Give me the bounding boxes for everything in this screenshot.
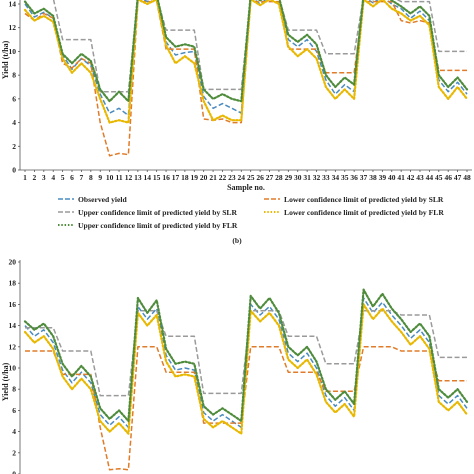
chart-a-y-ticks: 0 2 4 6 8 10 12 14 (9, 0, 20, 175)
legend-item-upper-slr: Upper confidence limit of predicted yiel… (58, 208, 237, 217)
x-tick-label: 16 (162, 173, 170, 182)
legend-item-lower-slr: Lower confidence limit of predicted yiel… (264, 195, 444, 204)
legend-label-upper-slr: Upper confidence limit of predicted yiel… (78, 208, 237, 217)
x-tick-label: 22 (219, 173, 227, 182)
x-tick-label: 9 (98, 173, 102, 182)
series-line-1 (24, 297, 468, 429)
y-tick-label: 18 (9, 279, 17, 288)
x-tick-label: 11 (115, 173, 122, 182)
y-tick-label: 8 (12, 385, 16, 394)
chart-b-series (23, 288, 469, 471)
chart-a-y-label: Yield (t/ha) (1, 40, 10, 79)
x-tick-label: 5 (61, 173, 65, 182)
x-tick-label: 18 (181, 173, 189, 182)
x-tick-label: 31 (303, 173, 311, 182)
x-tick-label: 17 (172, 173, 180, 182)
x-tick-label: 25 (247, 173, 255, 182)
x-tick-label: 36 (350, 173, 358, 182)
y-tick-label: 2 (12, 142, 16, 151)
y-tick-label: 12 (9, 23, 17, 32)
y-tick-label: 4 (12, 427, 16, 436)
x-tick-label: 24 (238, 173, 246, 182)
chart-a-series (23, 0, 469, 157)
x-tick-label: 12 (125, 173, 133, 182)
x-tick-label: 42 (407, 173, 415, 182)
y-tick-label: 6 (12, 406, 16, 415)
y-tick-label: 20 (9, 258, 17, 267)
x-tick-label: 47 (454, 173, 462, 182)
chart-b-y-ticks: 0 2 4 6 8 10 12 14 16 18 20 (9, 258, 20, 474)
x-tick-label: 23 (228, 173, 236, 182)
series-line-5 (23, 288, 469, 423)
x-tick-label: 40 (388, 173, 396, 182)
x-tick-label: 19 (191, 173, 199, 182)
x-tick-label: 30 (294, 173, 302, 182)
x-tick-label: 33 (322, 173, 330, 182)
x-tick-label: 34 (332, 173, 340, 182)
x-tick-label: 44 (426, 173, 434, 182)
x-tick-label: 20 (200, 173, 208, 182)
x-tick-label: 39 (379, 173, 387, 182)
y-tick-label: 16 (9, 300, 17, 309)
legend: Observed yield Lower confidence limit of… (58, 195, 444, 230)
y-tick-label: 8 (12, 71, 16, 80)
y-tick-label: 0 (12, 470, 16, 474)
x-tick-label: 48 (463, 173, 471, 182)
x-tick-label: 41 (397, 173, 405, 182)
x-tick-label: 6 (70, 173, 74, 182)
y-tick-label: 14 (9, 321, 17, 330)
y-tick-label: 12 (9, 342, 17, 351)
y-tick-label: 10 (9, 47, 17, 56)
x-tick-label: 4 (51, 173, 55, 182)
chart-a-x-label: Sample no. (227, 183, 265, 192)
x-tick-label: 14 (144, 173, 152, 182)
x-tick-label: 10 (106, 173, 114, 182)
chart-b: 0 2 4 6 8 10 12 14 16 18 20 Yield (t/ha) (1, 258, 469, 474)
y-tick-label: 14 (9, 0, 17, 9)
panel-label-b: (b) (232, 236, 242, 245)
x-tick-label: 1 (23, 173, 27, 182)
chart-b-y-label: Yield (t/ha) (1, 362, 10, 401)
x-tick-label: 43 (416, 173, 424, 182)
x-tick-label: 29 (285, 173, 293, 182)
x-tick-label: 26 (256, 173, 264, 182)
x-tick-label: 46 (444, 173, 452, 182)
x-tick-label: 15 (153, 173, 161, 182)
x-tick-label: 8 (89, 173, 93, 182)
y-tick-label: 2 (12, 448, 16, 457)
y-tick-label: 10 (9, 364, 17, 373)
legend-label-lower-slr: Lower confidence limit of predicted yiel… (284, 195, 444, 204)
chart-a-x-ticks: 1 2 3 4 5 6 7 8 9 10 11 12 13 14 15 16 17 18 19 20 21 22 23 24 2… (23, 170, 471, 182)
series-line-5 (23, 0, 469, 103)
x-tick-label: 45 (435, 173, 443, 182)
series-line-4 (23, 0, 469, 124)
x-tick-label: 37 (360, 173, 368, 182)
legend-label-lower-flr: Lower confidence limit of predicted yiel… (284, 208, 444, 217)
legend-label-upper-flr: Upper confidence limit of predicted yiel… (78, 221, 238, 230)
y-tick-label: 6 (12, 94, 16, 103)
x-tick-label: 35 (341, 173, 349, 182)
x-tick-label: 28 (275, 173, 283, 182)
legend-label-observed: Observed yield (78, 195, 128, 204)
x-tick-label: 2 (33, 173, 37, 182)
legend-item-lower-flr: Lower confidence limit of predicted yiel… (264, 208, 444, 217)
x-tick-label: 38 (369, 173, 377, 182)
x-tick-label: 3 (42, 173, 46, 182)
y-tick-label: 4 (12, 118, 16, 127)
x-tick-label: 7 (80, 173, 84, 182)
series-line-2 (24, 0, 467, 157)
x-tick-label: 27 (266, 173, 274, 182)
x-tick-label: 32 (313, 173, 321, 182)
y-tick-label: 0 (12, 166, 16, 175)
legend-item-observed: Observed yield (58, 195, 128, 204)
x-tick-label: 21 (209, 173, 217, 182)
legend-item-upper-flr: Upper confidence limit of predicted yiel… (58, 221, 238, 230)
x-tick-label: 13 (134, 173, 142, 182)
